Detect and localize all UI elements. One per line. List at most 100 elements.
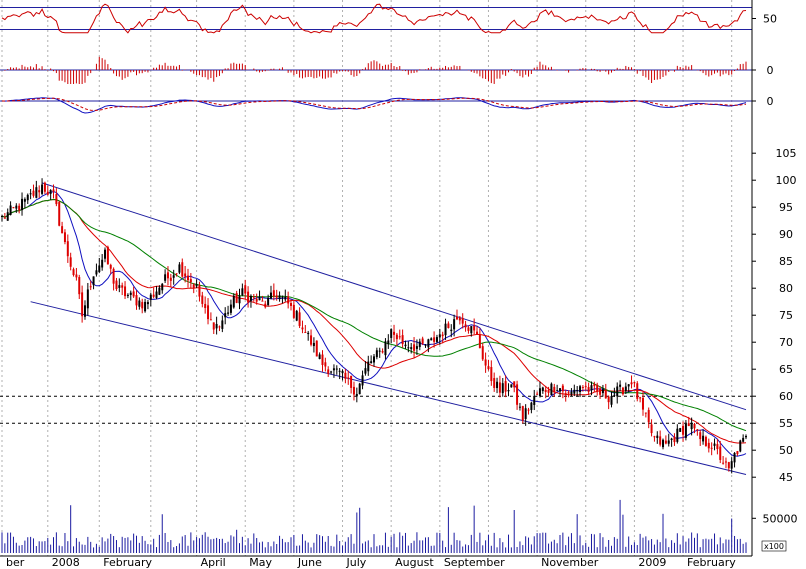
- candle-body: [373, 356, 375, 363]
- candle-body: [716, 444, 719, 450]
- candle-body: [676, 428, 679, 442]
- candle-body: [181, 262, 184, 277]
- month-label: November: [541, 556, 599, 569]
- candle-body: [496, 381, 499, 389]
- candle-body: [124, 286, 127, 297]
- candle-body: [232, 295, 235, 308]
- candle-body: [135, 294, 138, 306]
- candle-body: [195, 284, 198, 287]
- price-tick-label: 100: [776, 174, 797, 187]
- candle-body: [278, 295, 281, 300]
- candle-body: [527, 409, 530, 411]
- month-label: June: [297, 556, 322, 569]
- candle-body: [358, 383, 361, 395]
- candle-body: [112, 268, 115, 284]
- candle-body: [559, 388, 561, 392]
- candle-body: [441, 334, 444, 337]
- candle-body: [327, 369, 330, 374]
- candle-body: [547, 389, 550, 393]
- candle-body: [730, 461, 733, 469]
- candle-body: [361, 375, 364, 386]
- candle-body: [713, 443, 716, 446]
- month-label: April: [201, 556, 226, 569]
- candle-body: [267, 297, 270, 305]
- candle-body: [616, 386, 619, 397]
- candle-body: [427, 339, 430, 348]
- price-tick-label: 50: [779, 444, 793, 457]
- candle-body: [367, 361, 370, 372]
- candle-body: [149, 294, 152, 300]
- candle-body: [169, 277, 172, 281]
- candle-body: [727, 462, 730, 469]
- candle-body: [218, 326, 221, 328]
- candle-body: [101, 259, 104, 268]
- candle-body: [381, 351, 384, 353]
- price-tick-label: 60: [779, 390, 793, 403]
- price-tick-label: 95: [779, 201, 793, 214]
- candle-body: [355, 393, 358, 397]
- candle-body: [630, 382, 633, 385]
- trend-channel-line: [41, 182, 747, 411]
- candle-body: [610, 396, 613, 405]
- candle-body: [587, 387, 590, 392]
- candle-body: [241, 288, 244, 296]
- price-tick-label: 55: [779, 417, 793, 430]
- candle-body: [138, 300, 141, 307]
- candle-body: [364, 368, 367, 374]
- candle-body: [32, 190, 35, 196]
- candle-body: [378, 350, 381, 352]
- candle-body: [69, 257, 72, 267]
- candle-body: [415, 346, 418, 349]
- month-axis: ber 2008 February April May June July August Sep…: [0, 555, 752, 569]
- candle-body: [290, 303, 293, 306]
- candle-body: [455, 316, 458, 320]
- candle-body: [453, 319, 456, 330]
- candle-body: [636, 383, 639, 399]
- volume-tick-label: 50000: [763, 512, 798, 525]
- candle-body: [641, 397, 644, 410]
- candle-body: [736, 451, 739, 455]
- candle-body: [581, 386, 584, 388]
- candle-body: [15, 205, 18, 209]
- candle-body: [430, 338, 433, 341]
- candle-body: [596, 384, 599, 392]
- candle-body: [510, 384, 513, 388]
- candle-body: [224, 313, 227, 318]
- price-tick-label: 85: [779, 255, 793, 268]
- candle-body: [161, 283, 164, 291]
- candle-body: [404, 344, 407, 347]
- month-label: 2008: [52, 556, 80, 569]
- candle-body: [564, 393, 567, 396]
- candle-body: [307, 332, 310, 335]
- candle-body: [75, 274, 78, 278]
- candle-body: [341, 370, 344, 374]
- candle-body: [29, 193, 32, 195]
- oscillator-3-signal-line: [2, 97, 747, 111]
- candle-body: [281, 296, 284, 298]
- candle-body: [164, 274, 167, 281]
- candle-body: [272, 290, 275, 297]
- candle-body: [104, 249, 107, 259]
- candle-body: [129, 292, 132, 295]
- candle-body: [184, 273, 187, 277]
- candle-body: [269, 292, 272, 299]
- candle-body: [43, 182, 46, 192]
- oscillator-1-panel: [0, 3, 752, 34]
- candle-body: [58, 202, 61, 226]
- candle-body: [553, 386, 556, 393]
- candle-body: [719, 446, 722, 460]
- candle-body: [536, 393, 539, 395]
- candle-body: [699, 432, 702, 440]
- candle-body: [507, 389, 510, 392]
- candle-body: [352, 386, 355, 395]
- candle-body: [593, 384, 596, 387]
- candle-body: [332, 368, 335, 371]
- candle-body: [258, 297, 261, 301]
- candle-body: [189, 279, 192, 283]
- candle-body: [41, 184, 44, 194]
- candle-body: [599, 388, 602, 395]
- candle-body: [252, 296, 255, 298]
- month-label: July: [346, 556, 367, 569]
- candle-body: [312, 342, 315, 347]
- candle-body: [95, 270, 98, 275]
